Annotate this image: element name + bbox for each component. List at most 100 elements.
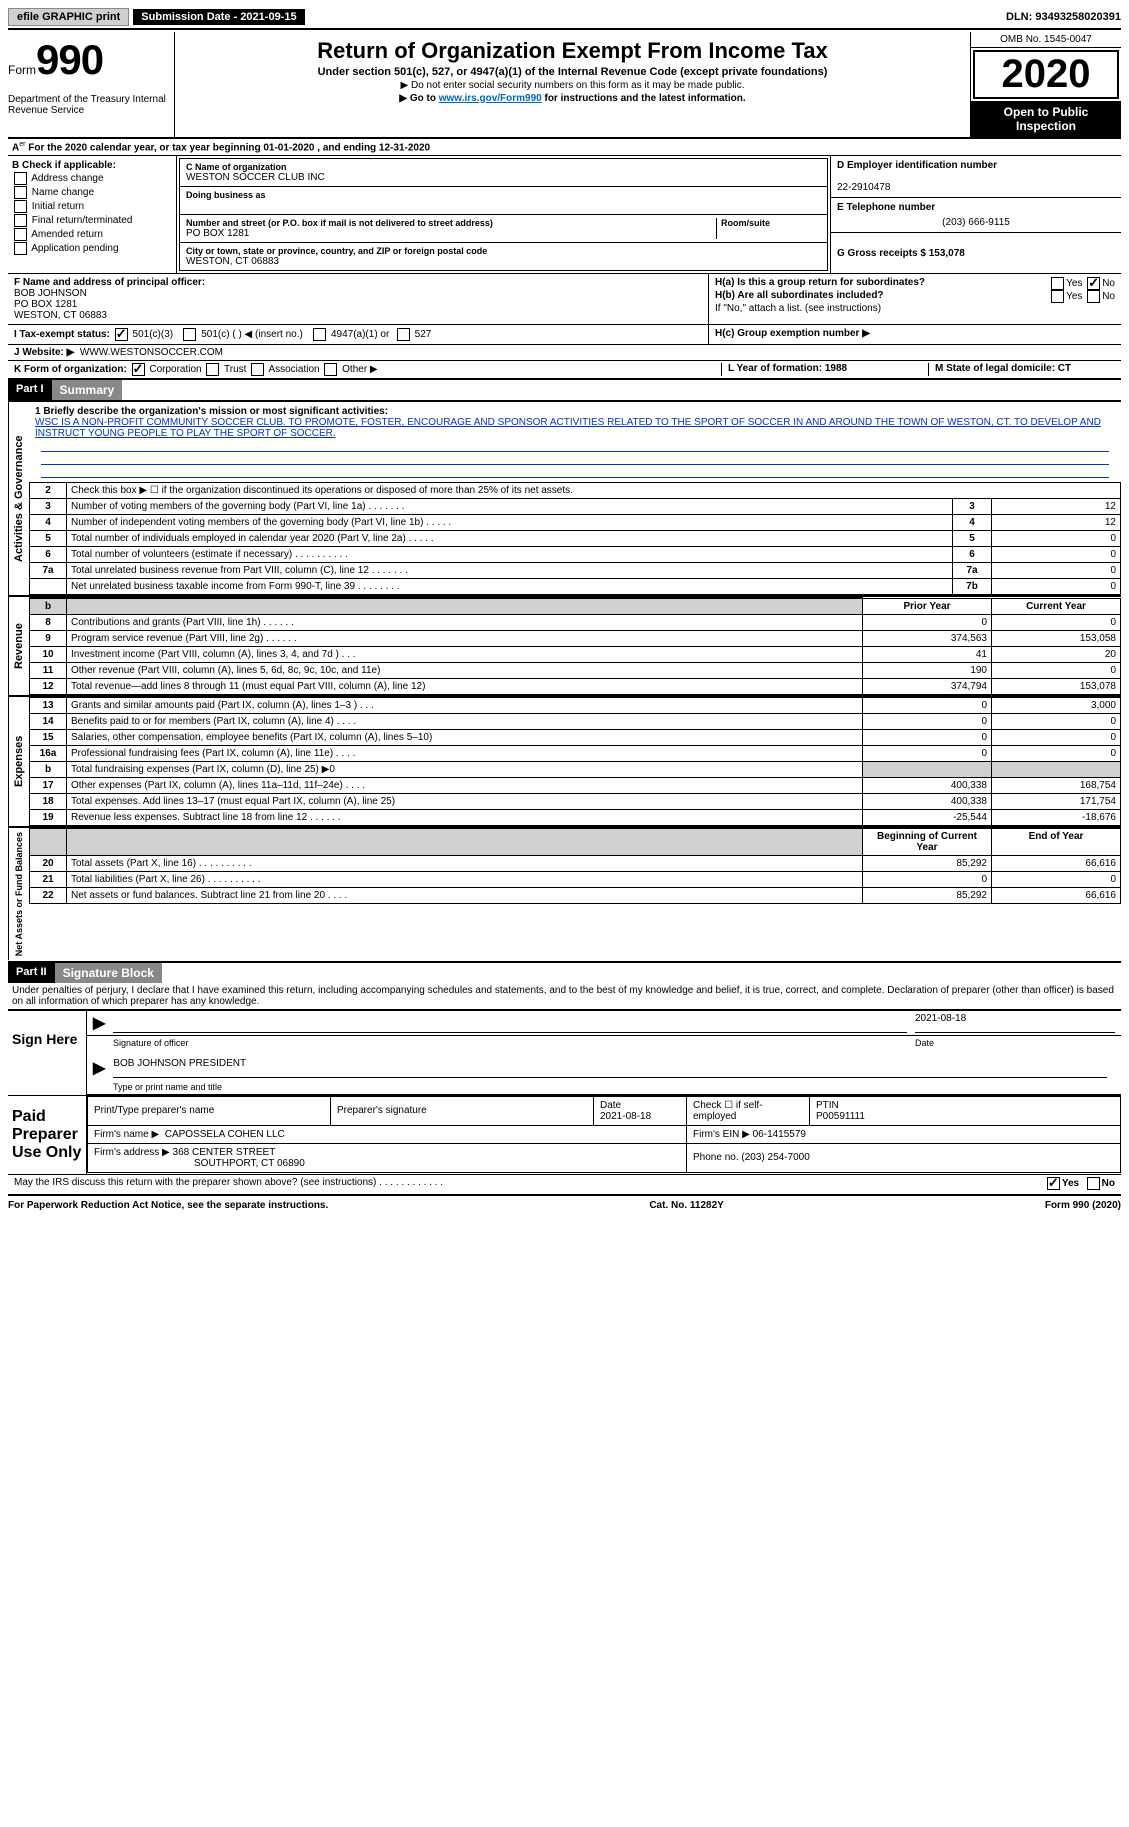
tax-exempt-row: I Tax-exempt status: 501(c)(3) 501(c) ( … xyxy=(8,325,709,344)
expenses-table: 13Grants and similar amounts paid (Part … xyxy=(29,697,1121,826)
form-note-2: ▶ Go to www.irs.gov/Form990 for instruct… xyxy=(183,93,962,104)
revenue-table: b Prior YearCurrent Year 8Contributions … xyxy=(29,597,1121,695)
table-row: 11Other revenue (Part VIII, column (A), … xyxy=(30,663,1121,679)
table-row: 15Salaries, other compensation, employee… xyxy=(30,730,1121,746)
may-discuss-row: May the IRS discuss this return with the… xyxy=(8,1175,1121,1192)
net-assets-table: Beginning of Current YearEnd of Year 20T… xyxy=(29,828,1121,904)
firm-ein-cell: Firm's EIN ▶ 06-1415579 xyxy=(687,1125,1121,1143)
address-cell: Number and street (or P.O. box if mail i… xyxy=(180,215,827,243)
mission-block: 1 Briefly describe the organization's mi… xyxy=(29,402,1121,482)
form-number: Form990 xyxy=(8,36,168,84)
name-title-label: Type or print name and title xyxy=(113,1082,1115,1092)
table-row: 8Contributions and grants (Part VIII, li… xyxy=(30,615,1121,631)
website-row: J Website: ▶ WWW.WESTONSOCCER.COM xyxy=(8,345,1121,361)
part-1-header: Part ISummary xyxy=(8,380,1121,400)
check-initial-return[interactable]: Initial return xyxy=(12,200,172,213)
side-expenses: Expenses xyxy=(8,697,29,826)
check-address-change[interactable]: Address change xyxy=(12,172,172,185)
may-discuss-yesno[interactable]: Yes No xyxy=(1045,1177,1115,1190)
check-501c[interactable] xyxy=(183,328,196,341)
preparer-date: Date2021-08-18 xyxy=(594,1096,687,1125)
sign-here-section: Sign Here ▶ 2021-08-18 Signature of offi… xyxy=(8,1009,1121,1095)
table-row: 18Total expenses. Add lines 13–17 (must … xyxy=(30,794,1121,810)
form-title: Return of Organization Exempt From Incom… xyxy=(183,38,962,64)
tax-year: 2020 xyxy=(973,50,1119,99)
check-final-return[interactable]: Final return/terminated xyxy=(12,214,172,227)
ein-cell: D Employer identification number 22-2910… xyxy=(831,156,1121,198)
org-name-cell: C Name of organization WESTON SOCCER CLU… xyxy=(180,159,827,187)
table-row: 13Grants and similar amounts paid (Part … xyxy=(30,698,1121,714)
side-revenue: Revenue xyxy=(8,597,29,695)
check-trust[interactable] xyxy=(206,363,219,376)
gross-receipts-cell: G Gross receipts $ 153,078 xyxy=(831,233,1121,263)
check-527[interactable] xyxy=(397,328,410,341)
table-row: 19Revenue less expenses. Subtract line 1… xyxy=(30,810,1121,826)
ptin-cell: PTINP00591111 xyxy=(810,1096,1121,1125)
signature-label: Signature of officer xyxy=(113,1038,915,1048)
check-other[interactable] xyxy=(324,363,337,376)
penalties-text: Under penalties of perjury, I declare th… xyxy=(8,983,1121,1009)
table-row: 5Total number of individuals employed in… xyxy=(30,531,1121,547)
ha-label: H(a) Is this a group return for subordin… xyxy=(715,277,925,288)
check-501c3[interactable] xyxy=(115,328,128,341)
table-row: 16aProfessional fundraising fees (Part I… xyxy=(30,746,1121,762)
officer-group-row: F Name and address of principal officer:… xyxy=(8,274,1121,325)
form-org-row: K Form of organization: Corporation Trus… xyxy=(14,363,721,376)
sign-date: 2021-08-18 xyxy=(915,1013,1115,1033)
check-name-change[interactable]: Name change xyxy=(12,186,172,199)
check-corp[interactable] xyxy=(132,363,145,376)
table-row: 2Check this box ▶ ☐ if the organization … xyxy=(30,483,1121,499)
hc-row: H(c) Group exemption number ▶ xyxy=(709,325,1121,344)
firm-address-cell: Firm's address ▶ 368 CENTER STREET SOUTH… xyxy=(88,1143,687,1172)
check-4947[interactable] xyxy=(313,328,326,341)
table-row: 9Program service revenue (Part VIII, lin… xyxy=(30,631,1121,647)
website-value[interactable]: WWW.WESTONSOCCER.COM xyxy=(80,347,223,358)
check-amended[interactable]: Amended return xyxy=(12,228,172,241)
officer-label: F Name and address of principal officer: xyxy=(14,277,205,288)
check-pending[interactable]: Application pending xyxy=(12,242,172,255)
city-cell: City or town, state or province, country… xyxy=(180,243,827,270)
year-formation: L Year of formation: 1988 xyxy=(721,363,928,376)
table-row: 12Total revenue—add lines 8 through 11 (… xyxy=(30,679,1121,695)
side-net-assets: Net Assets or Fund Balances xyxy=(8,828,29,960)
hb-yesno[interactable]: Yes No xyxy=(1049,290,1115,303)
arrow-icon: ▶ xyxy=(93,1058,105,1078)
table-row: 21Total liabilities (Part X, line 26) . … xyxy=(30,872,1121,888)
submission-date-label: Submission Date - 2021-09-15 xyxy=(133,9,304,25)
firm-name-cell: Firm's name ▶ CAPOSSELA COHEN LLC xyxy=(88,1125,687,1143)
firm-phone-cell: Phone no. (203) 254-7000 xyxy=(687,1143,1121,1172)
dba-cell: Doing business as xyxy=(180,187,827,215)
page-footer: For Paperwork Reduction Act Notice, see … xyxy=(8,1194,1121,1211)
paid-preparer-label: Paid Preparer Use Only xyxy=(8,1096,86,1174)
row-a: Aer For the 2020 calendar year, or tax y… xyxy=(8,139,1121,156)
form-header: Form990 Department of the Treasury Inter… xyxy=(8,32,1121,139)
hb-label: H(b) Are all subordinates included? xyxy=(715,290,884,301)
table-row: 22Net assets or fund balances. Subtract … xyxy=(30,888,1121,904)
dln-label: DLN: 93493258020391 xyxy=(1006,11,1121,23)
part-2-header: Part IISignature Block xyxy=(8,963,1121,983)
identity-block: B Check if applicable: Address change Na… xyxy=(8,156,1121,274)
col-b-title: B Check if applicable: xyxy=(12,160,116,171)
top-bar: efile GRAPHIC print Submission Date - 20… xyxy=(8,8,1121,26)
state-domicile: M State of legal domicile: CT xyxy=(928,363,1115,376)
table-row: 7aTotal unrelated business revenue from … xyxy=(30,563,1121,579)
ha-yesno[interactable]: Yes No xyxy=(1049,277,1115,290)
governance-table: 2Check this box ▶ ☐ if the organization … xyxy=(29,482,1121,595)
paid-preparer-section: Paid Preparer Use Only Print/Type prepar… xyxy=(8,1095,1121,1175)
form-note-1: ▶ Do not enter social security numbers o… xyxy=(183,80,962,91)
check-assoc[interactable] xyxy=(251,363,264,376)
department-label: Department of the Treasury Internal Reve… xyxy=(8,94,168,116)
arrow-icon: ▶ xyxy=(93,1013,105,1033)
table-row: 10Investment income (Part VIII, column (… xyxy=(30,647,1121,663)
table-row: 14Benefits paid to or for members (Part … xyxy=(30,714,1121,730)
efile-button[interactable]: efile GRAPHIC print xyxy=(8,8,129,26)
table-row: Net unrelated business taxable income fr… xyxy=(30,579,1121,595)
irs-link[interactable]: www.irs.gov/Form990 xyxy=(439,93,542,104)
mission-text: WSC IS A NON-PROFIT COMMUNITY SOCCER CLU… xyxy=(35,417,1101,439)
table-row: bTotal fundraising expenses (Part IX, co… xyxy=(30,762,1121,778)
table-row: 3Number of voting members of the governi… xyxy=(30,499,1121,515)
preparer-name-hdr: Print/Type preparer's name xyxy=(88,1096,331,1125)
preparer-sig-hdr: Preparer's signature xyxy=(331,1096,594,1125)
phone-cell: E Telephone number (203) 666-9115 xyxy=(831,198,1121,233)
self-employed-check[interactable]: Check ☐ if self-employed xyxy=(687,1096,810,1125)
